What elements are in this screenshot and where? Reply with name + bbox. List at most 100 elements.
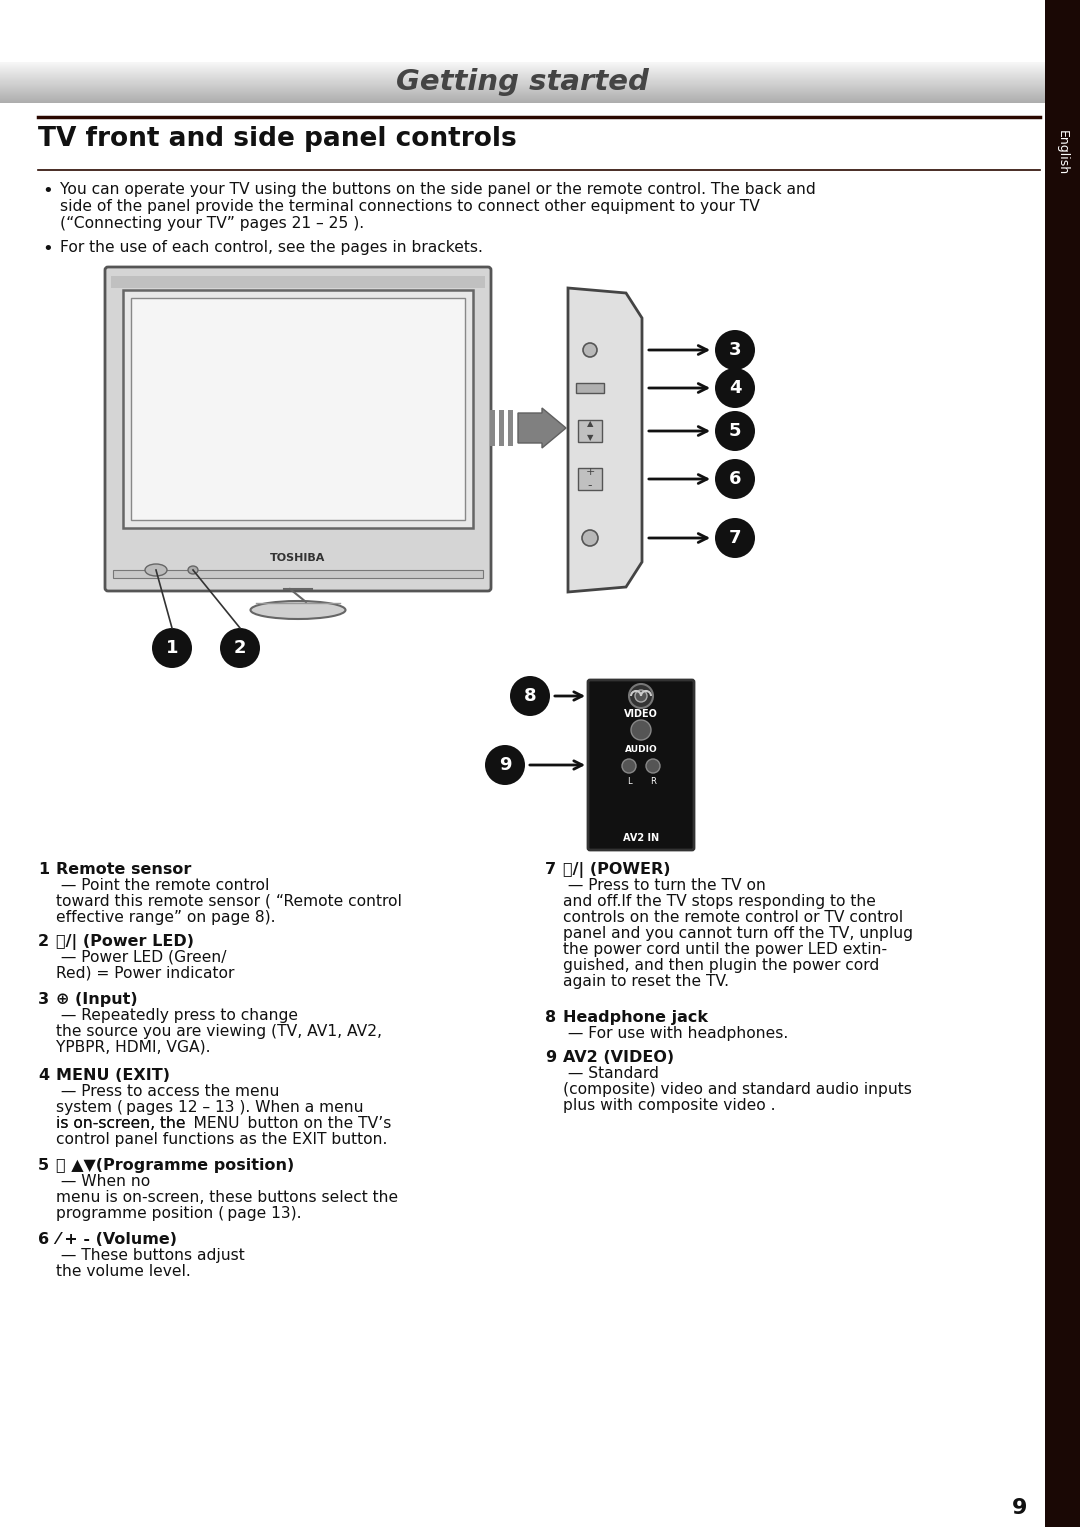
Text: — These buttons adjust: — These buttons adjust <box>56 1248 245 1263</box>
Text: menu is on-screen, these buttons select the: menu is on-screen, these buttons select … <box>56 1190 399 1205</box>
Text: is on-screen, the: is on-screen, the <box>56 1116 190 1132</box>
Text: 4: 4 <box>38 1067 49 1083</box>
Text: ▼: ▼ <box>586 434 593 443</box>
Text: AV2 IN: AV2 IN <box>623 834 659 843</box>
Text: English: English <box>1055 130 1068 176</box>
Text: 2: 2 <box>233 638 246 657</box>
Text: plus with composite video .: plus with composite video . <box>563 1098 775 1113</box>
Text: 8: 8 <box>524 687 537 705</box>
Circle shape <box>715 368 755 408</box>
Text: 5: 5 <box>729 421 741 440</box>
Text: controls on the remote control or TV control: controls on the remote control or TV con… <box>563 910 903 925</box>
Text: YPBPR, HDMI, VGA).: YPBPR, HDMI, VGA). <box>56 1040 211 1055</box>
Text: MENU (EXIT): MENU (EXIT) <box>56 1067 170 1083</box>
Bar <box>1045 0 1080 1527</box>
Text: control panel functions as the EXIT button.: control panel functions as the EXIT butt… <box>56 1132 388 1147</box>
Text: ⁄ + - (Volume): ⁄ + - (Volume) <box>56 1232 177 1248</box>
Circle shape <box>715 330 755 370</box>
Text: programme position ( page 13).: programme position ( page 13). <box>56 1206 301 1222</box>
Text: Getting started: Getting started <box>395 69 648 96</box>
Text: Red) = Power indicator: Red) = Power indicator <box>56 967 234 980</box>
Text: 7: 7 <box>545 863 556 876</box>
Text: 3: 3 <box>38 993 49 1006</box>
Text: ⏻/| (POWER): ⏻/| (POWER) <box>563 863 671 878</box>
Text: 9: 9 <box>545 1051 556 1064</box>
Text: 4: 4 <box>729 379 741 397</box>
Text: 1: 1 <box>38 863 49 876</box>
Text: ▲: ▲ <box>586 420 593 429</box>
Ellipse shape <box>188 567 198 574</box>
Text: Headphone jack: Headphone jack <box>563 1009 708 1025</box>
Text: TOSHIBA: TOSHIBA <box>270 553 326 563</box>
Text: — Repeatedly press to change: — Repeatedly press to change <box>56 1008 298 1023</box>
Text: 6: 6 <box>729 470 741 489</box>
FancyBboxPatch shape <box>105 267 491 591</box>
Circle shape <box>715 518 755 557</box>
Text: Remote sensor: Remote sensor <box>56 863 191 876</box>
Circle shape <box>582 530 598 547</box>
Text: the power cord until the power LED extin-: the power cord until the power LED extin… <box>563 942 887 957</box>
Text: ⓟ ▲▼(Programme position): ⓟ ▲▼(Programme position) <box>56 1157 294 1173</box>
Circle shape <box>715 460 755 499</box>
FancyArrow shape <box>518 408 566 447</box>
Text: AV2 (VIDEO): AV2 (VIDEO) <box>563 1051 674 1064</box>
Text: (“Connecting your TV” pages 21 – 25 ).: (“Connecting your TV” pages 21 – 25 ). <box>60 215 364 231</box>
Circle shape <box>635 690 647 702</box>
Text: is on-screen, the  MENU  button on the TV’s: is on-screen, the MENU button on the TV’… <box>56 1116 391 1132</box>
Bar <box>578 467 602 490</box>
Text: VIDEO: VIDEO <box>624 709 658 719</box>
Polygon shape <box>568 289 642 592</box>
Text: panel and you cannot turn off the TV, unplug: panel and you cannot turn off the TV, un… <box>563 925 913 941</box>
Text: toward this remote sensor ( “Remote control: toward this remote sensor ( “Remote cont… <box>56 893 402 909</box>
Text: R: R <box>650 777 656 786</box>
Text: TV front and side panel controls: TV front and side panel controls <box>38 127 516 153</box>
Text: again to reset the TV.: again to reset the TV. <box>563 974 729 989</box>
Text: the volume level.: the volume level. <box>56 1264 191 1280</box>
Circle shape <box>629 684 653 709</box>
Text: -: - <box>588 479 592 493</box>
Circle shape <box>485 745 525 785</box>
Text: effective range” on page 8).: effective range” on page 8). <box>56 910 275 925</box>
Text: •: • <box>42 240 53 258</box>
Bar <box>508 411 513 446</box>
Circle shape <box>715 411 755 450</box>
Circle shape <box>583 344 597 357</box>
Text: ⏻/| (Power LED): ⏻/| (Power LED) <box>56 935 194 950</box>
Text: — Press to turn the TV on: — Press to turn the TV on <box>563 878 766 893</box>
Text: L: L <box>626 777 632 786</box>
Circle shape <box>622 759 636 773</box>
Text: — Point the remote control: — Point the remote control <box>56 878 269 893</box>
Bar <box>576 383 604 392</box>
Circle shape <box>510 676 550 716</box>
Circle shape <box>646 759 660 773</box>
Text: 7: 7 <box>729 528 741 547</box>
Text: ⊕ (Input): ⊕ (Input) <box>56 993 137 1006</box>
Text: and off.If the TV stops responding to the: and off.If the TV stops responding to th… <box>563 893 876 909</box>
Bar <box>111 276 485 289</box>
Ellipse shape <box>145 563 167 576</box>
Text: the source you are viewing (TV, AV1, AV2,: the source you are viewing (TV, AV1, AV2… <box>56 1025 382 1038</box>
Text: — Press to access the menu: — Press to access the menu <box>56 1084 280 1099</box>
Ellipse shape <box>251 602 346 618</box>
Text: AUDIO: AUDIO <box>624 745 658 754</box>
Bar <box>578 420 602 441</box>
Text: 9: 9 <box>499 756 511 774</box>
Circle shape <box>631 721 651 741</box>
Text: •: • <box>42 182 53 200</box>
Text: 3: 3 <box>729 341 741 359</box>
Circle shape <box>152 628 192 667</box>
Text: For the use of each control, see the pages in brackets.: For the use of each control, see the pag… <box>60 240 483 255</box>
Text: 9: 9 <box>1012 1498 1028 1518</box>
Text: 2: 2 <box>38 935 49 948</box>
Text: 8: 8 <box>545 1009 556 1025</box>
Bar <box>490 411 495 446</box>
Bar <box>131 298 465 521</box>
FancyBboxPatch shape <box>588 680 694 851</box>
Bar <box>113 570 483 579</box>
Text: system ( pages 12 – 13 ). When a menu: system ( pages 12 – 13 ). When a menu <box>56 1099 364 1115</box>
Text: — Standard: — Standard <box>563 1066 659 1081</box>
Text: side of the panel provide the terminal connections to connect other equipment to: side of the panel provide the terminal c… <box>60 199 760 214</box>
Circle shape <box>220 628 260 667</box>
Text: You can operate your TV using the buttons on the side panel or the remote contro: You can operate your TV using the button… <box>60 182 815 197</box>
Text: 1: 1 <box>165 638 178 657</box>
